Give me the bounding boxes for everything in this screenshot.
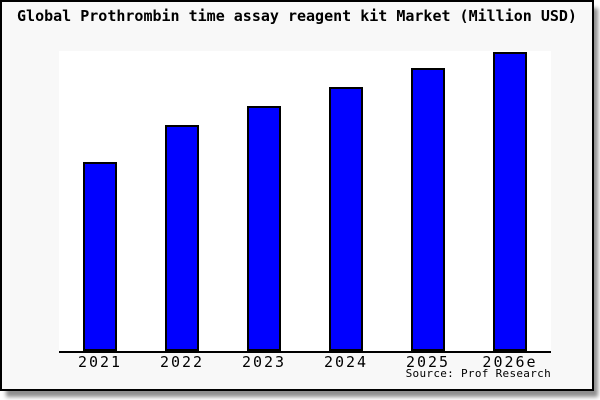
bar-2025	[411, 68, 445, 351]
bar-slot-2021	[59, 51, 141, 351]
bars-row	[59, 51, 551, 351]
x-tick-label-2024: 2024	[323, 353, 369, 371]
bar-slot-2023	[223, 51, 305, 351]
bar-2022	[165, 125, 199, 351]
x-tick-label-2021: 2021	[77, 353, 123, 371]
bar-slot-2022	[141, 51, 223, 351]
plot-area	[59, 51, 551, 353]
chart-title: Global Prothrombin time assay reagent ki…	[17, 7, 577, 25]
bar-2021	[83, 162, 117, 351]
bar-2026e	[493, 52, 527, 351]
x-tick-label-2022: 2022	[159, 353, 205, 371]
bar-2024	[329, 87, 363, 351]
x-tick-label-2025: 2025	[405, 353, 451, 371]
bar-slot-2026e	[469, 51, 551, 351]
bar-slot-2025	[387, 51, 469, 351]
x-axis-tick-labels: 2021 2022 2023 2024 2025 2026e	[59, 355, 551, 370]
bar-2023	[247, 106, 281, 351]
x-tick-label-2023: 2023	[241, 353, 287, 371]
x-tick-label-2026e: 2026e	[482, 353, 538, 371]
bar-slot-2024	[305, 51, 387, 351]
source-credit: Source: Prof Research	[405, 367, 551, 380]
chart-frame: Global Prothrombin time assay reagent ki…	[0, 0, 594, 391]
